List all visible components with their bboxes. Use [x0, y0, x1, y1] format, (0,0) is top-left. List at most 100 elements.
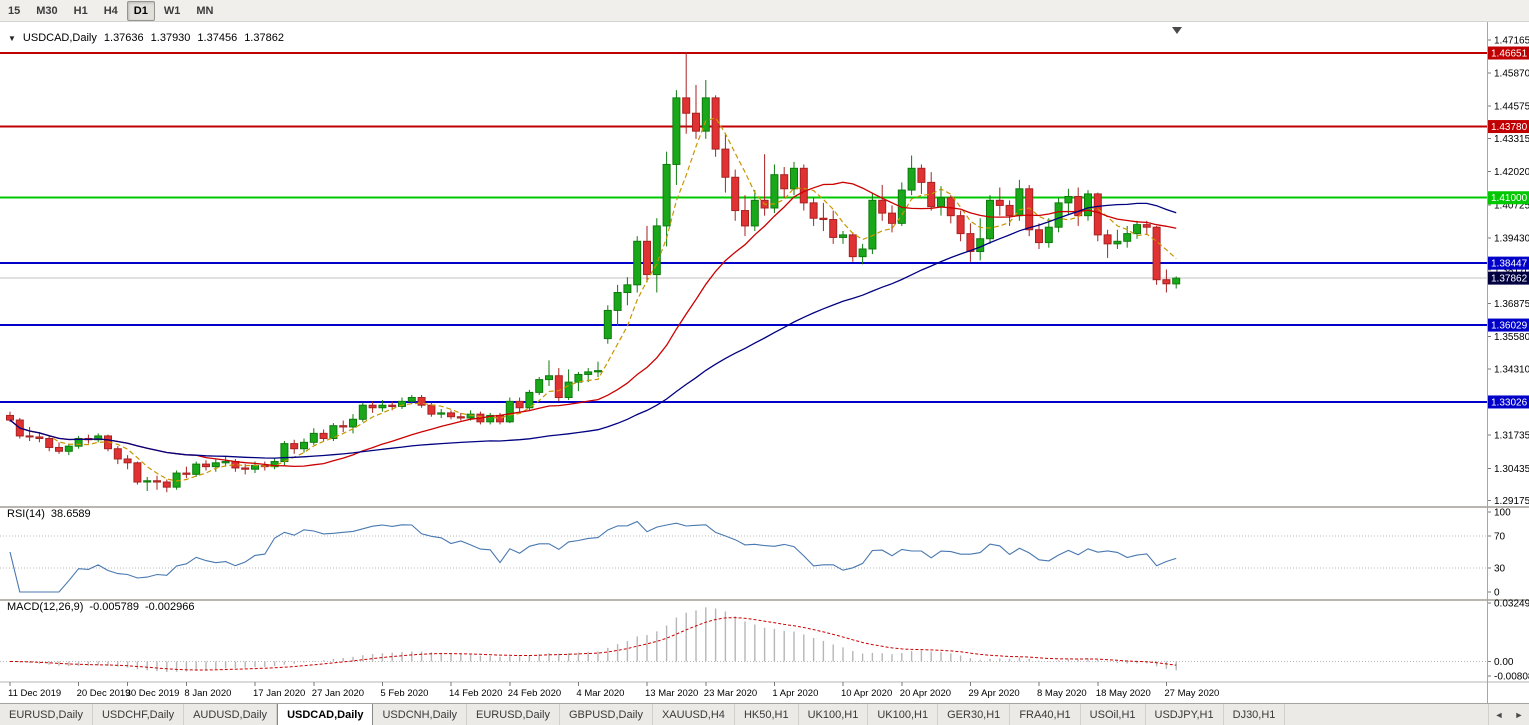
macd-tick-label: 0.03249 — [1494, 599, 1529, 610]
macd-pane: 0.03249 0.00 -0.00808 — [0, 599, 1529, 683]
candle — [623, 277, 632, 306]
chart-shift-marker[interactable] — [1172, 27, 1182, 34]
candle — [584, 368, 593, 383]
pane-separator[interactable] — [0, 599, 1529, 601]
chart-tab-usdcad-daily[interactable]: USDCAD,Daily — [277, 704, 374, 725]
rsi-tick-label: 30 — [1494, 564, 1506, 575]
chart-tab-uk100-h1[interactable]: UK100,H1 — [799, 704, 869, 725]
candle — [368, 401, 377, 413]
candle — [447, 410, 455, 420]
candle — [211, 458, 220, 472]
candle — [192, 461, 201, 477]
candle — [339, 420, 348, 433]
candle — [1113, 229, 1122, 249]
tab-scroll-left-icon[interactable]: ◄ — [1494, 709, 1504, 720]
candle — [1103, 229, 1112, 258]
candle — [358, 402, 367, 422]
chart-symbol-label: USDCAD,Daily — [22, 32, 97, 44]
candle — [515, 397, 524, 412]
candle — [633, 236, 642, 293]
candle — [701, 79, 710, 139]
timeframe-button-mn[interactable]: MN — [196, 4, 214, 17]
price-label-badge: 1.41000 — [1488, 191, 1529, 205]
candle — [545, 360, 553, 386]
timeframe-button-h1[interactable]: H1 — [73, 4, 88, 17]
candle — [309, 428, 318, 445]
svg-text:1.33026: 1.33026 — [1491, 397, 1528, 408]
macd-signal-line — [9, 617, 1177, 671]
date-tick-label: 27 Jan 2020 — [312, 688, 364, 699]
candle — [848, 232, 857, 262]
candlestick-series — [6, 52, 1181, 493]
candle — [1035, 223, 1043, 249]
price-tick-label: 1.29175 — [1494, 496, 1529, 507]
price-label-badge: 1.37862 — [1488, 271, 1529, 285]
tab-scroll-right-icon[interactable]: ► — [1514, 709, 1524, 720]
chart-tab-dj30-h1[interactable]: DJ30,H1 — [1224, 704, 1286, 725]
chart-tab-eurusd-daily[interactable]: EURUSD,Daily — [0, 704, 93, 725]
candle — [1162, 269, 1171, 293]
timeframe-toolbar: 15 M30 H1 H4 D1 W1 MN — [0, 0, 1529, 22]
candle — [711, 95, 720, 157]
rsi-value: 38.6589 — [50, 508, 91, 520]
chart-tab-usdcnh-daily[interactable]: USDCNH,Daily — [373, 704, 468, 725]
candle — [829, 210, 838, 244]
date-tick-label: 20 Apr 2020 — [900, 688, 951, 699]
date-tick-label: 8 May 2020 — [1037, 688, 1087, 699]
timeframe-button-w1[interactable]: W1 — [163, 4, 181, 17]
svg-text:1.43780: 1.43780 — [1491, 122, 1528, 133]
pane-separator[interactable] — [0, 506, 1529, 508]
candle — [692, 85, 700, 139]
chart-tab-usdchf-daily[interactable]: USDCHF,Daily — [93, 704, 185, 725]
price-tick-label: 1.47165 — [1494, 35, 1529, 46]
timeframe-button-h4[interactable]: H4 — [103, 4, 118, 17]
candle — [525, 389, 534, 411]
date-tick-label: 4 Mar 2020 — [576, 688, 624, 699]
chart-tab-fra40-h1[interactable]: FRA40,H1 — [1010, 704, 1081, 725]
chart-tab-uk100-h1[interactable]: UK100,H1 — [868, 704, 939, 725]
date-tick-label: 11 Dec 2019 — [8, 688, 61, 699]
candle — [986, 195, 994, 244]
price-label-badge: 1.46651 — [1488, 46, 1529, 60]
price-tick-label: 1.40725 — [1494, 200, 1529, 211]
chart-tab-usdjpy-h1[interactable]: USDJPY,H1 — [1146, 704, 1224, 725]
date-tick-label: 30 Dec 2019 — [126, 688, 180, 699]
date-tick-label: 14 Feb 2020 — [449, 688, 502, 699]
macd-indicator-label: MACD(12,26,9) -0.005789 -0.002966 — [7, 601, 195, 613]
chart-tab-eurusd-daily[interactable]: EURUSD,Daily — [467, 704, 560, 725]
candle — [1064, 188, 1073, 215]
candle — [417, 394, 426, 408]
price-chart-svg: 1.47165 1.45870 1.44575 1.43315 1.42020 1.407… — [0, 22, 1529, 703]
price-tick-label: 1.39430 — [1494, 233, 1529, 244]
chart-tab-hk50-h1[interactable]: HK50,H1 — [735, 704, 799, 725]
candle — [162, 479, 171, 493]
price-tick-label: 1.44575 — [1494, 102, 1529, 113]
timeframe-button-d1[interactable]: D1 — [126, 0, 155, 21]
chart-tab-usoil-h1[interactable]: USOil,H1 — [1081, 704, 1146, 725]
chart-tab-xauusd-h4[interactable]: XAUUSD,H4 — [653, 704, 735, 725]
svg-text:1.41000: 1.41000 — [1491, 193, 1528, 204]
price-label-badge: 1.38447 — [1488, 256, 1529, 270]
candle — [153, 475, 161, 490]
candle — [1044, 218, 1053, 248]
rsi-tick-label: 70 — [1494, 532, 1506, 543]
candle — [113, 446, 122, 465]
chart-tab-gbpusd-daily[interactable]: GBPUSD,Daily — [560, 704, 653, 725]
ohlc-low: 1.37456 — [197, 32, 238, 44]
candle — [437, 409, 446, 418]
chart-tab-ger30-h1[interactable]: GER30,H1 — [938, 704, 1011, 725]
candle — [45, 435, 54, 452]
price-tick-label: 1.36875 — [1494, 299, 1529, 310]
symbol-dropdown-icon[interactable]: ▼ — [8, 33, 16, 43]
candle — [760, 154, 769, 216]
ma-fast-line — [9, 117, 1177, 482]
timeframe-button-m30[interactable]: M30 — [36, 4, 58, 17]
price-label-badge: 1.33026 — [1488, 395, 1529, 409]
candle — [123, 455, 132, 470]
timeframe-button-15[interactable]: 15 — [8, 4, 21, 17]
candle — [182, 466, 191, 479]
svg-text:1.36029: 1.36029 — [1491, 321, 1528, 332]
chart-tab-audusd-daily[interactable]: AUDUSD,Daily — [184, 704, 278, 725]
price-tick-label: 1.45870 — [1494, 69, 1529, 80]
